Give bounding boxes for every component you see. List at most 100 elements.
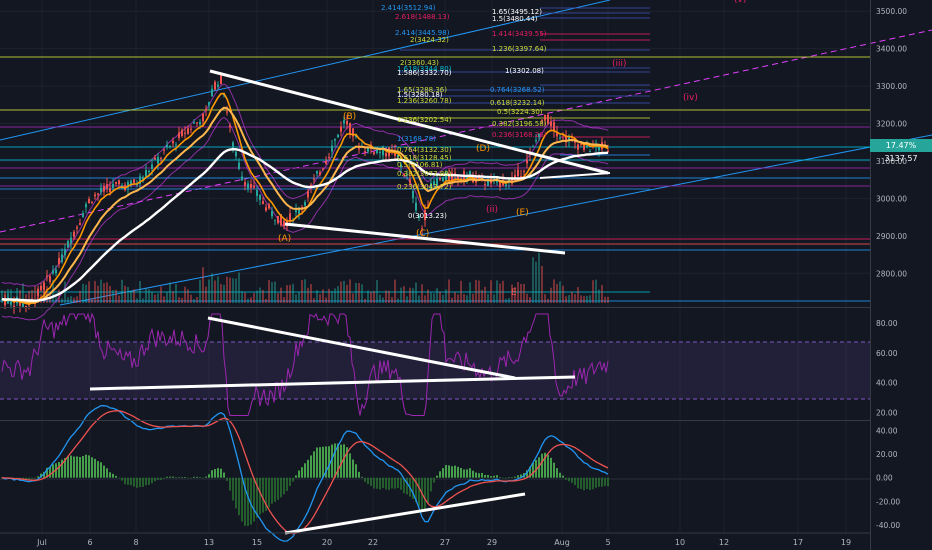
candle-body bbox=[244, 182, 246, 186]
volume-bar bbox=[211, 273, 213, 303]
triangle-trendlines bbox=[209, 69, 611, 255]
volume-bar bbox=[298, 292, 300, 303]
candle-body bbox=[40, 285, 42, 291]
candle-body bbox=[451, 172, 453, 182]
volume-bar bbox=[295, 294, 297, 303]
rsi-tick-label: 20.00 bbox=[876, 409, 898, 418]
volume-bar bbox=[235, 278, 237, 303]
volume-bar bbox=[259, 287, 261, 303]
volume-bar bbox=[142, 298, 144, 303]
histogram-bar bbox=[202, 477, 204, 479]
candle-body bbox=[436, 178, 438, 187]
histogram-bar bbox=[187, 477, 189, 479]
horizontal-levels bbox=[0, 7, 870, 302]
histogram-bar bbox=[136, 477, 138, 488]
histogram-bar bbox=[58, 462, 60, 478]
histogram-bar bbox=[526, 470, 528, 478]
histogram-bar bbox=[316, 447, 318, 478]
volume-bar bbox=[196, 297, 198, 303]
histogram-bar bbox=[250, 477, 252, 525]
time-tick-label: 17 bbox=[793, 538, 803, 547]
histogram-bar bbox=[562, 475, 564, 478]
volume-bar bbox=[415, 282, 417, 303]
volume-bar bbox=[154, 294, 156, 303]
volume-bar bbox=[583, 296, 585, 303]
candle-body bbox=[550, 121, 552, 127]
volume-bar bbox=[121, 279, 123, 303]
fib-label: 1.236(3260.78) bbox=[397, 97, 452, 105]
candle-body bbox=[598, 145, 600, 151]
wave-label: (E) bbox=[516, 208, 529, 218]
histogram-bar bbox=[424, 477, 426, 510]
candle-body bbox=[457, 176, 459, 180]
fib-label: 0.5(3224.30) bbox=[497, 108, 543, 116]
histogram-bar bbox=[97, 461, 99, 478]
volume-bar bbox=[325, 297, 327, 303]
fib-label: 0.236(3043.72) bbox=[397, 183, 452, 191]
histogram-bar bbox=[343, 444, 345, 478]
candle-body bbox=[82, 213, 84, 218]
histogram-bar bbox=[529, 466, 531, 478]
histogram-bar bbox=[253, 477, 255, 522]
candle-body bbox=[217, 84, 219, 87]
candle-body bbox=[184, 132, 186, 134]
candle-body bbox=[253, 185, 255, 188]
candle-body bbox=[505, 184, 507, 186]
right-axis-border[interactable] bbox=[870, 0, 932, 550]
volume-bar bbox=[247, 298, 249, 303]
histogram-bar bbox=[457, 466, 459, 478]
fib-label: 0.618(3128.45) bbox=[397, 154, 452, 162]
candle-body bbox=[67, 240, 69, 248]
candle-body bbox=[307, 191, 309, 198]
histogram-bar bbox=[604, 477, 606, 486]
time-tick-label: 19 bbox=[841, 538, 851, 547]
histogram-bar bbox=[118, 477, 120, 479]
histogram-bar bbox=[460, 467, 462, 478]
channel-lines bbox=[0, 0, 932, 306]
volume-bar bbox=[430, 292, 432, 303]
volume-bar bbox=[589, 295, 591, 303]
candle-body bbox=[421, 228, 423, 230]
volume-bar bbox=[244, 292, 246, 303]
volume-bar bbox=[256, 290, 258, 303]
volume-bar bbox=[214, 280, 216, 303]
ema-slow-line bbox=[1, 147, 609, 302]
volume-bar bbox=[379, 294, 381, 303]
volume-bar bbox=[502, 280, 504, 303]
candle-body bbox=[58, 258, 60, 265]
histogram-bar bbox=[499, 477, 501, 478]
volume-bar bbox=[541, 265, 543, 303]
candle-body bbox=[274, 219, 276, 221]
volume-bar bbox=[340, 281, 342, 303]
candle-body bbox=[37, 288, 39, 296]
time-axis: Jul 6 8 13 15 20 22 27 29 Aug 5 10 12 17 19 bbox=[0, 532, 870, 547]
volume-bar bbox=[412, 288, 414, 303]
candle-body bbox=[448, 175, 450, 181]
candle-body bbox=[43, 282, 45, 290]
histogram-bar bbox=[106, 468, 108, 478]
volume-bar bbox=[157, 293, 159, 303]
histogram-bar bbox=[337, 443, 339, 478]
time-tick-label: 22 bbox=[368, 538, 378, 547]
price-tick-label: 3400.00 bbox=[876, 45, 907, 54]
volume-bar bbox=[538, 252, 540, 303]
macd-tick-label: 0.00 bbox=[876, 474, 893, 483]
candle-body bbox=[499, 180, 501, 187]
volume-bar bbox=[403, 286, 405, 303]
fib-label: 0.382(3077.89) bbox=[397, 170, 452, 178]
candle-body bbox=[49, 276, 51, 282]
volume-bar bbox=[229, 277, 231, 303]
volume-bar bbox=[322, 289, 324, 303]
candle-body bbox=[580, 143, 582, 145]
volume-bar bbox=[526, 293, 528, 303]
candle-body bbox=[559, 137, 561, 139]
volume-bar bbox=[178, 297, 180, 303]
histogram-bar bbox=[436, 475, 438, 478]
candle-body bbox=[196, 122, 198, 124]
wave-label: (iv) bbox=[683, 93, 698, 103]
volume-bar bbox=[106, 282, 108, 303]
histogram-bar bbox=[151, 477, 153, 484]
candle-body bbox=[409, 179, 411, 184]
candle-body bbox=[343, 120, 345, 124]
volume-bar bbox=[469, 282, 471, 303]
